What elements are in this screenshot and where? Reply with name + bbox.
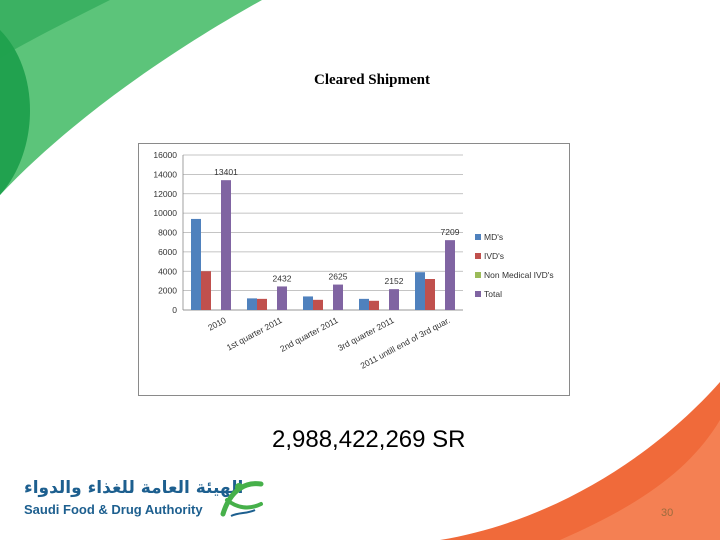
chart-frame: 0 2000 4000 6000 8000 10000 12000 14000 16000 134… — [138, 143, 570, 396]
green-swoosh-dark — [0, 30, 30, 195]
y-tick-label: 12000 — [153, 189, 177, 199]
data-label: 7209 — [441, 227, 460, 237]
y-tick-label: 4000 — [158, 266, 177, 276]
sfda-emblem-icon — [220, 481, 264, 517]
total-amount: 2,988,422,269 SR — [272, 426, 466, 453]
y-tick-label: 10000 — [153, 208, 177, 218]
page-number: 30 — [661, 507, 674, 519]
bar — [425, 279, 435, 310]
logo-arabic-text: الهيئة العامة للغذاء والدواء — [24, 478, 244, 498]
x-tick-label: 2010 — [206, 315, 228, 333]
green-swoosh-light — [0, 0, 262, 195]
legend-swatch — [475, 291, 481, 297]
legend-swatch — [475, 253, 481, 259]
bar — [257, 298, 267, 310]
x-tick-label: 2nd quarter 2011 — [278, 315, 340, 354]
bar — [303, 296, 313, 310]
bar — [445, 240, 455, 310]
bar — [333, 284, 343, 310]
bar — [313, 299, 323, 310]
orange-swoosh-highlight — [560, 420, 720, 540]
data-label: 2625 — [329, 272, 348, 282]
bar — [247, 298, 257, 310]
legend-swatch — [475, 272, 481, 278]
y-tick-label: 14000 — [153, 169, 177, 179]
x-tick-label: 1st quarter 2011 — [225, 315, 284, 353]
bar — [277, 286, 287, 310]
legend-label: IVD's — [484, 251, 504, 261]
legend-label: Total — [484, 289, 502, 299]
legend-label: MD's — [484, 232, 503, 242]
x-tick-label: 2011 untill end of 3rd quar. — [359, 315, 452, 371]
bar — [415, 272, 425, 310]
bar-chart: 0 2000 4000 6000 8000 10000 12000 14000 16000 134… — [153, 150, 554, 371]
sfda-logo: الهيئة العامة للغذاء والدواء Saudi Food … — [22, 478, 264, 524]
bar — [359, 298, 369, 310]
bar — [201, 271, 211, 310]
bar — [221, 180, 231, 310]
y-tick-label: 16000 — [153, 150, 177, 160]
bar — [389, 289, 399, 310]
green-swoosh-band — [0, 0, 110, 58]
y-tick-label: 2000 — [158, 286, 177, 296]
data-label: 2432 — [273, 273, 292, 283]
data-label: 13401 — [214, 167, 238, 177]
bar — [191, 218, 201, 310]
logo-english-text: Saudi Food & Drug Authority — [24, 502, 203, 517]
y-tick-label: 8000 — [158, 228, 177, 238]
legend-swatch — [475, 234, 481, 240]
legend-label: Non Medical IVD's — [484, 270, 554, 280]
slide-title: Cleared Shipment — [314, 72, 430, 88]
y-tick-label: 6000 — [158, 247, 177, 257]
data-label: 2152 — [385, 276, 404, 286]
y-tick-label: 0 — [172, 305, 177, 315]
bar — [369, 300, 379, 310]
